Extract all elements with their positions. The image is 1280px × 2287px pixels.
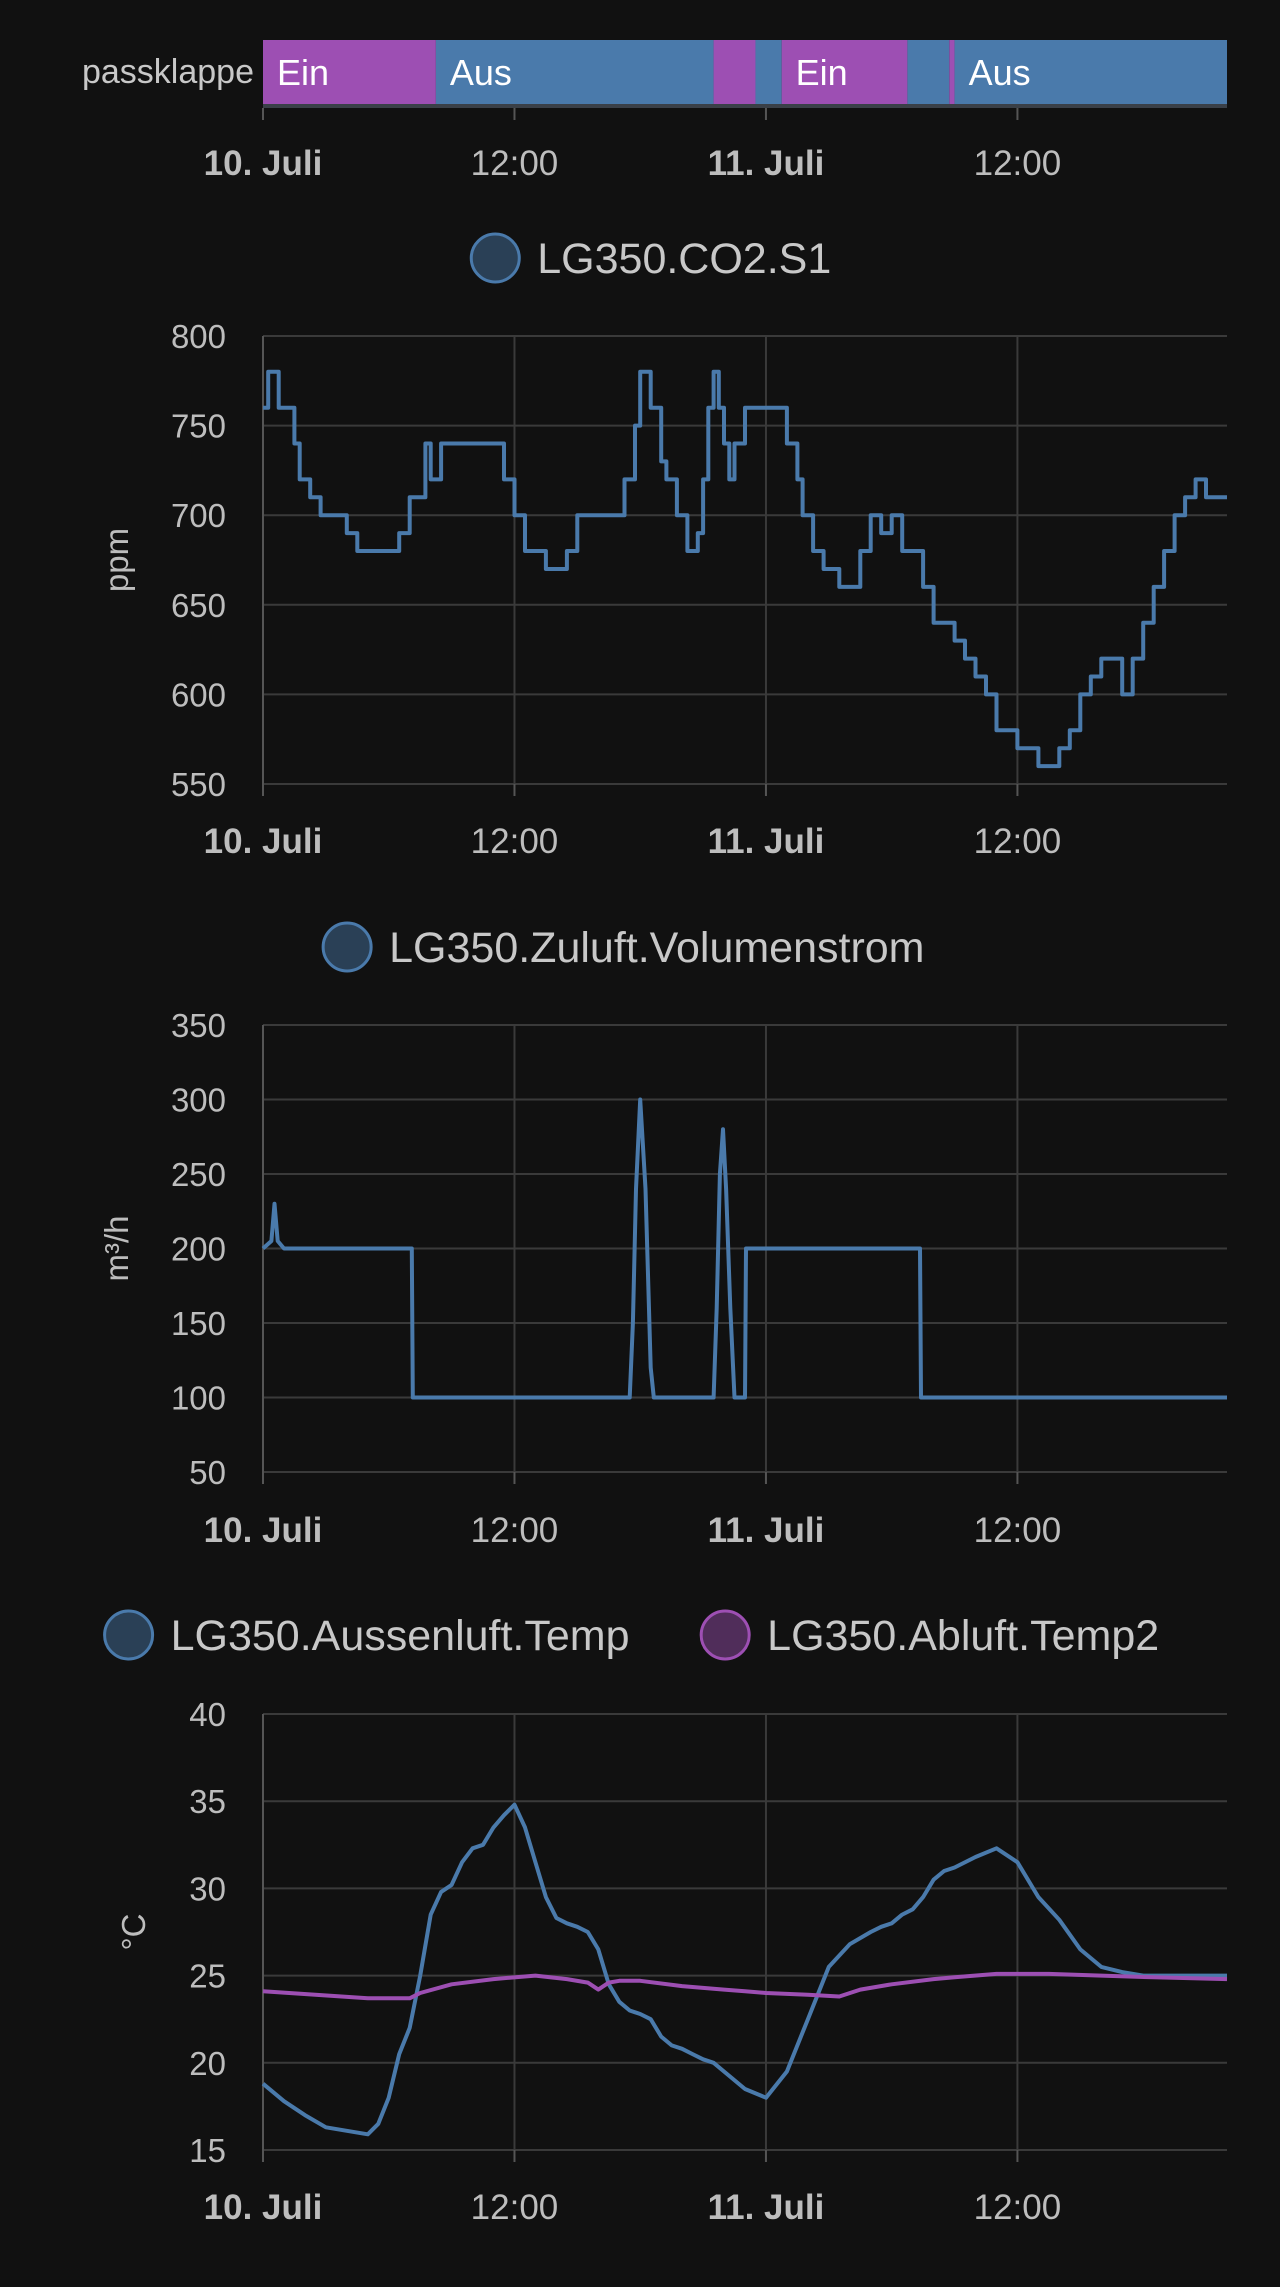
series-line bbox=[261, 1802, 1227, 2137]
y-tick-label: 800 bbox=[171, 318, 226, 355]
legend-label: LG350.CO2.S1 bbox=[537, 235, 831, 283]
legend-marker bbox=[469, 232, 521, 284]
x-tick-label: 11. Juli bbox=[708, 2188, 825, 2227]
y-tick-label: 250 bbox=[171, 1156, 226, 1193]
y-tick-label: 350 bbox=[171, 1007, 226, 1044]
co2-chart: 800 750 700 650 600 550 ppm LG350.CO2.S1 10. Jul… bbox=[98, 232, 1227, 861]
timeline-segment bbox=[435, 40, 714, 104]
timeline-segment-label: Aus bbox=[969, 52, 1031, 93]
bypass-timeline: passklappe Ein Aus Ein Aus 10. Juli 12:00 11. J… bbox=[82, 40, 1227, 183]
timeline-segment bbox=[954, 40, 1227, 104]
y-tick-label: 550 bbox=[171, 766, 226, 803]
y-tick-label: 30 bbox=[189, 1870, 226, 1907]
timeline-entity-label: passklappe bbox=[82, 53, 254, 91]
y-axis-label: ppm bbox=[98, 528, 135, 592]
y-tick-label: 700 bbox=[171, 497, 226, 534]
timeline-segment-label: Ein bbox=[277, 52, 329, 93]
x-tick-label: 12:00 bbox=[974, 144, 1062, 183]
x-tick-label: 12:00 bbox=[471, 1511, 559, 1550]
legend-label: LG350.Aussenluft.Temp bbox=[171, 1612, 630, 1660]
legend-label: LG350.Zuluft.Volumenstrom bbox=[389, 924, 924, 972]
x-tick-label: 11. Juli bbox=[708, 1511, 825, 1550]
x-tick-label: 11. Juli bbox=[708, 822, 825, 861]
timeline-segment bbox=[781, 40, 908, 104]
x-tick-label: 12:00 bbox=[471, 144, 559, 183]
x-tick-label: 12:00 bbox=[974, 2188, 1062, 2227]
series-line bbox=[262, 1971, 1228, 2001]
timeline-segment bbox=[949, 40, 955, 104]
y-tick-label: 150 bbox=[171, 1305, 226, 1342]
legend-marker bbox=[321, 921, 373, 973]
y-tick-label: 50 bbox=[189, 1454, 226, 1491]
legend-marker bbox=[103, 1609, 155, 1661]
y-tick-label: 40 bbox=[189, 1696, 226, 1733]
temperature-chart: 40 35 30 25 20 15 °C LG350.Aussenluft.Temp LG350… bbox=[103, 1609, 1228, 2227]
y-tick-label: 600 bbox=[171, 676, 226, 713]
y-tick-label: 20 bbox=[189, 2045, 226, 2082]
series-line bbox=[261, 1097, 1227, 1400]
timeline-segment bbox=[263, 40, 436, 104]
y-tick-label: 200 bbox=[171, 1231, 226, 1268]
timeline-segment bbox=[907, 40, 950, 104]
y-axis-label: m³/h bbox=[98, 1216, 135, 1282]
x-tick-label: 10. Juli bbox=[204, 144, 323, 183]
x-tick-label: 12:00 bbox=[471, 2188, 559, 2227]
airflow-chart: 350 300 250 200 150 100 50 m³/h LG350.Zuluft.Vol… bbox=[98, 921, 1227, 1550]
y-axis-label: °C bbox=[115, 1913, 152, 1950]
timeline-segment-label: Aus bbox=[450, 52, 512, 93]
y-tick-label: 15 bbox=[189, 2132, 226, 2169]
timeline-segment bbox=[713, 40, 756, 104]
y-tick-label: 100 bbox=[171, 1380, 226, 1417]
timeline-segment bbox=[755, 40, 782, 104]
y-tick-label: 750 bbox=[171, 408, 226, 445]
x-tick-label: 12:00 bbox=[471, 822, 559, 861]
legend-label: LG350.Abluft.Temp2 bbox=[767, 1612, 1159, 1660]
timeline-segment-label: Ein bbox=[796, 52, 848, 93]
y-tick-label: 650 bbox=[171, 587, 226, 624]
series-line bbox=[263, 369, 1227, 769]
x-tick-label: 12:00 bbox=[974, 1511, 1062, 1550]
y-tick-label: 25 bbox=[189, 1958, 226, 1995]
timeline-baseline bbox=[263, 104, 1227, 108]
x-tick-label: 12:00 bbox=[974, 822, 1062, 861]
x-tick-label: 11. Juli bbox=[708, 144, 825, 183]
x-tick-label: 10. Juli bbox=[204, 822, 323, 861]
y-tick-label: 300 bbox=[171, 1082, 226, 1119]
legend-marker bbox=[699, 1609, 751, 1661]
x-tick-label: 10. Juli bbox=[204, 1511, 323, 1550]
y-tick-label: 35 bbox=[189, 1783, 226, 1820]
x-tick-label: 10. Juli bbox=[204, 2188, 323, 2227]
